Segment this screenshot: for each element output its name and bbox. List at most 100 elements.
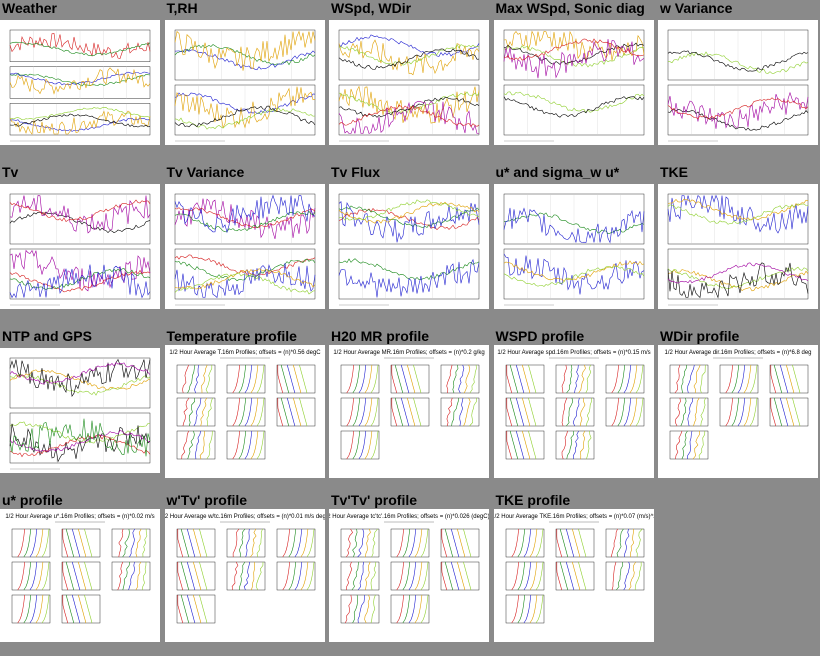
- profile-panel: [11, 561, 51, 591]
- plot-thumbnail-link[interactable]: [493, 184, 654, 309]
- profile-line: [186, 528, 195, 558]
- plot-thumbnail-link[interactable]: 1/2 Hour Average dir.16m Profiles; offse…: [658, 345, 818, 478]
- profile-line: [62, 529, 68, 558]
- plot-title: Tv Flux: [331, 164, 381, 180]
- series-line: [9, 195, 151, 234]
- profile-line: [391, 365, 397, 394]
- profile-line: [244, 528, 250, 558]
- series-line: [174, 254, 315, 277]
- series-line: [338, 85, 480, 124]
- profile-line: [396, 528, 404, 558]
- profile-line: [700, 397, 706, 427]
- profile-line: [142, 528, 148, 558]
- profile-line: [446, 364, 453, 394]
- profile-line: [23, 561, 31, 591]
- series-line: [503, 45, 644, 68]
- plot-title: TKE profile: [495, 492, 571, 508]
- profile-line: [414, 561, 423, 591]
- plot-thumbnail-link[interactable]: [658, 184, 818, 309]
- profile-line: [451, 528, 460, 558]
- profile-line: [122, 528, 130, 558]
- plot-thumbnail-link[interactable]: 1/2 Hour Average TKE.16m Profiles; offse…: [493, 509, 654, 642]
- profile-line: [584, 364, 591, 394]
- profile-line: [731, 364, 739, 394]
- series-line: [174, 207, 315, 229]
- plot-image: [338, 29, 480, 142]
- profile-line: [300, 528, 308, 558]
- profile-line: [205, 365, 212, 394]
- profile-line: [529, 528, 537, 558]
- plot-title: WSPD profile: [495, 328, 585, 344]
- plot-thumbnail-link[interactable]: [0, 184, 160, 309]
- profile-line: [610, 397, 619, 427]
- profile-line: [523, 528, 531, 558]
- profile-panel: [176, 364, 215, 394]
- series-line: [9, 430, 151, 453]
- profile-line: [370, 430, 379, 460]
- profile-line: [294, 561, 302, 591]
- profile-line: [457, 561, 466, 591]
- plot-image: 1/2 Hour Average spd.16m Profiles; offse…: [497, 350, 650, 460]
- profile-line: [692, 430, 700, 460]
- profile-line: [579, 397, 585, 427]
- profile-panel: [226, 528, 265, 558]
- profile-panel: [390, 528, 430, 558]
- profile-panel: [340, 528, 380, 558]
- profile-line: [446, 397, 453, 427]
- plot-thumbnail-link[interactable]: [493, 20, 654, 145]
- plot-thumbnail-link[interactable]: 1/2 Hour Average tc'tc'.16m Profiles; of…: [329, 509, 489, 642]
- plot-thumbnail-link[interactable]: [0, 348, 160, 473]
- profile-line: [35, 594, 44, 624]
- plot-thumbnail-link[interactable]: [164, 20, 325, 145]
- plot-thumbnail-link[interactable]: [329, 184, 489, 309]
- plot-thumbnail-link[interactable]: 1/2 Hour Average w/tc.16m Profiles; offs…: [164, 509, 325, 642]
- plot-cell-wspd-profile: WSPD profile 1/2 Hour Average spd.16m Pro…: [493, 328, 654, 478]
- profile-line: [286, 364, 295, 394]
- profile-line: [463, 561, 472, 591]
- plot-thumbnail-link[interactable]: 1/2 Hour Average spd.16m Profiles; offse…: [493, 345, 654, 478]
- plot-thumbnail-link[interactable]: [0, 20, 160, 145]
- plot-thumbnail-link[interactable]: 1/2 Hour Average MR.16m Profiles; offset…: [329, 345, 489, 478]
- plot-image: [338, 193, 480, 306]
- profile-line: [506, 431, 512, 460]
- profile-panel: [505, 594, 544, 624]
- profile-line: [41, 528, 50, 558]
- profile-line: [737, 397, 746, 427]
- plot-image: [174, 193, 315, 306]
- plot-cell-tv-tv-profile: Tv'Tv' profile 1/2 Hour Average tc'tc'.16…: [329, 492, 489, 642]
- profile-line: [364, 594, 371, 624]
- profile-panel: [669, 430, 709, 460]
- profile-line: [577, 528, 586, 558]
- series-line: [338, 100, 479, 134]
- profile-line: [420, 594, 429, 624]
- series-line: [174, 210, 315, 233]
- plot-thumbnail-link[interactable]: 1/2 Hour Average T.16m Profiles; offsets…: [164, 345, 325, 478]
- profile-panel: [276, 397, 315, 427]
- profile-panel: [505, 528, 544, 558]
- profile-line: [193, 364, 199, 394]
- profile-line: [517, 594, 525, 624]
- plot-thumbnail-link[interactable]: [164, 184, 325, 309]
- profile-panel: [111, 561, 151, 591]
- profile-line: [463, 528, 472, 558]
- plot-image: 1/2 Hour Average TKE.16m Profiles; offse…: [494, 514, 654, 624]
- plot-cell-wdir-profile: WDir profile 1/2 Hour Average dir.16m Pro…: [658, 328, 818, 478]
- plot-thumbnail-link[interactable]: [329, 20, 489, 145]
- profile-line: [444, 561, 454, 591]
- profile-panel: [390, 364, 430, 394]
- profile-panel: [555, 364, 594, 394]
- profile-line: [198, 594, 207, 624]
- profile-line: [84, 594, 93, 624]
- plot-cell-temperature-profile: Temperature profile 1/2 Hour Average T.16…: [164, 328, 325, 478]
- plot-thumbnail-link[interactable]: 1/2 Hour Average u*.16m Profiles; offset…: [0, 509, 160, 642]
- profile-line: [65, 528, 75, 558]
- profile-line: [250, 430, 258, 460]
- profile-panel: [340, 561, 380, 591]
- profile-line: [407, 364, 416, 394]
- plot-thumbnail-link[interactable]: [658, 20, 818, 145]
- profile-line: [674, 364, 681, 394]
- series-line: [667, 203, 809, 225]
- profile-line: [521, 364, 530, 394]
- profile-line: [277, 365, 283, 394]
- series-line: [667, 50, 809, 72]
